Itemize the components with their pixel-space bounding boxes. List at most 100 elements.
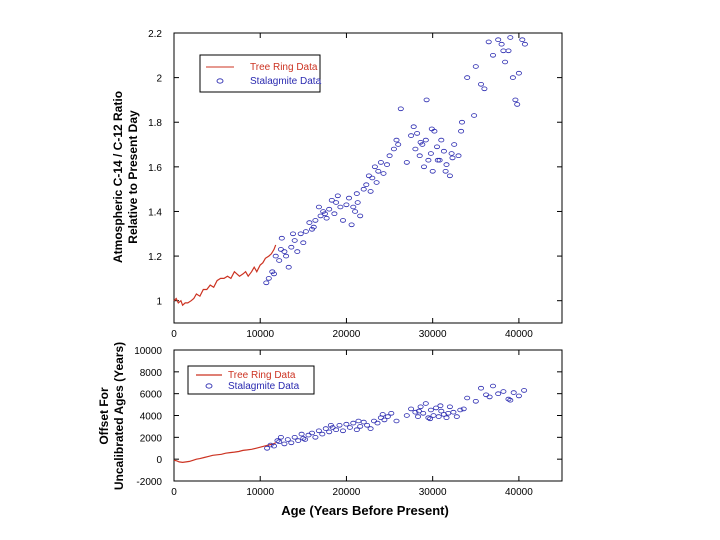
stalagmite-point: [364, 422, 371, 428]
stalagmite-point: [434, 157, 441, 163]
y-tick-label: 4000: [140, 412, 163, 423]
stalagmite-point: [357, 424, 364, 429]
y-tick-label: 1.8: [148, 118, 162, 129]
stalagmite-point: [403, 413, 410, 418]
stalagmite-point: [278, 235, 285, 241]
y-tick-label: 1: [156, 297, 162, 308]
stalagmite-point: [276, 439, 283, 445]
stalagmite-point: [384, 414, 391, 419]
stalagmite-point: [281, 441, 288, 447]
offset-panel: 0 10000 20000 30000 40000 -2000 0 2000 4000 6000 8…: [97, 342, 563, 518]
stalagmite-point: [334, 193, 341, 199]
stalagmite-point: [285, 264, 292, 270]
stalagmite-point: [346, 425, 353, 430]
stalagmite-point: [363, 182, 370, 188]
stalagmite-point: [339, 218, 346, 223]
legend-box: [199, 54, 321, 93]
stalagmite-point: [509, 75, 516, 80]
c14-ratio-panel: 0 10000 20000 30000 40000 1 1.2 1.4 1.6 1.8 2 2.2 T…: [111, 29, 563, 340]
legend-box: [187, 365, 315, 395]
x-tick-label: 20000: [333, 329, 361, 340]
stalagmite-point: [481, 86, 488, 92]
stalagmite-point: [295, 438, 302, 443]
stalagmite-point: [433, 405, 440, 411]
stalagmite-point: [380, 171, 387, 176]
stalagmite-point: [274, 438, 281, 443]
stalagmite-point: [291, 434, 298, 440]
x-axis-label: Age (Years Before Present): [281, 503, 449, 518]
stalagmite-point: [464, 75, 471, 80]
stalagmite-point: [355, 418, 362, 424]
stalagmite-point: [312, 434, 319, 440]
stalagmite-point: [495, 37, 502, 42]
stalagmite-point: [422, 137, 429, 143]
stalagmite-point: [370, 418, 377, 424]
stalagmite-point: [438, 137, 445, 143]
stalagmite-point: [443, 162, 450, 167]
stalagmite-point: [374, 420, 381, 426]
x-tick-label: 20000: [333, 487, 361, 498]
y-axis-label: Relative to Present Day: [126, 110, 140, 244]
stalagmite-point: [383, 162, 390, 167]
plot-series: [173, 35, 528, 307]
stalagmite-point: [352, 209, 359, 214]
stalagmite-point: [343, 421, 350, 427]
stalagmite-point: [388, 410, 395, 416]
stalagmite-point: [408, 133, 415, 138]
stalagmite-point: [442, 169, 449, 174]
stalagmite-point: [498, 41, 505, 47]
axis-ticks: 0 10000 20000 30000 40000 -2000 0 2000 4000 6000 8…: [134, 346, 562, 498]
stalagmite-point: [377, 160, 384, 165]
stalagmite-point: [422, 401, 429, 406]
stalagmite-point: [310, 224, 317, 230]
stalagmite-point: [505, 48, 512, 54]
stalagmite-point: [458, 119, 465, 125]
x-tick-label: 0: [171, 487, 177, 498]
y-tick-label: 1.6: [148, 163, 162, 174]
y-tick-label: 1.4: [148, 207, 162, 218]
stalagmite-point: [289, 231, 296, 237]
stalagmite-point: [270, 271, 277, 277]
stalagmite-point: [423, 97, 430, 103]
y-tick-label: -2000: [136, 477, 162, 488]
stalagmite-point: [486, 394, 493, 400]
stalagmite-point: [306, 220, 313, 225]
stalagmite-point: [373, 180, 380, 185]
tree-ring-line: [173, 442, 276, 464]
stalagmite-point: [281, 249, 288, 254]
y-tick-label: 6000: [140, 390, 163, 401]
y-axis-label: Uncalibrated Ages (Years): [112, 342, 126, 490]
stalagmite-point: [272, 253, 279, 259]
stalagmite-point: [300, 240, 307, 246]
y-tick-label: 10000: [134, 346, 162, 357]
stalagmite-point: [300, 436, 307, 441]
stalagmite-point: [294, 249, 301, 254]
stalagmite-point: [420, 164, 427, 170]
stalagmite-point: [414, 414, 421, 419]
stalagmite-point: [317, 213, 324, 219]
stalagmite-point: [276, 258, 283, 263]
stalagmite-point: [429, 169, 436, 174]
stalagmite-point: [477, 82, 484, 87]
y-tick-label: 0: [156, 455, 162, 466]
stalagmite-point: [283, 253, 290, 259]
stalagmite-point: [327, 422, 334, 428]
stalagmite-point: [333, 200, 340, 205]
stalagmite-point: [512, 97, 519, 103]
stalagmite-point: [353, 191, 360, 196]
x-tick-label: 10000: [246, 487, 274, 498]
stalagmite-point: [322, 426, 329, 431]
stalagmite-point: [443, 415, 450, 421]
stalagmite-point: [263, 280, 270, 286]
stalagmite-point: [515, 393, 522, 399]
stalagmite-point: [489, 383, 496, 389]
stalagmite-point: [483, 392, 490, 398]
stalagmite-point: [408, 406, 415, 412]
stalagmite-point: [457, 407, 464, 413]
stalagmite-point: [449, 155, 456, 161]
stalagmite-point: [357, 213, 364, 219]
stalagmite-point: [386, 153, 393, 159]
plot-series: [173, 383, 528, 464]
stalagmite-point: [365, 173, 372, 179]
